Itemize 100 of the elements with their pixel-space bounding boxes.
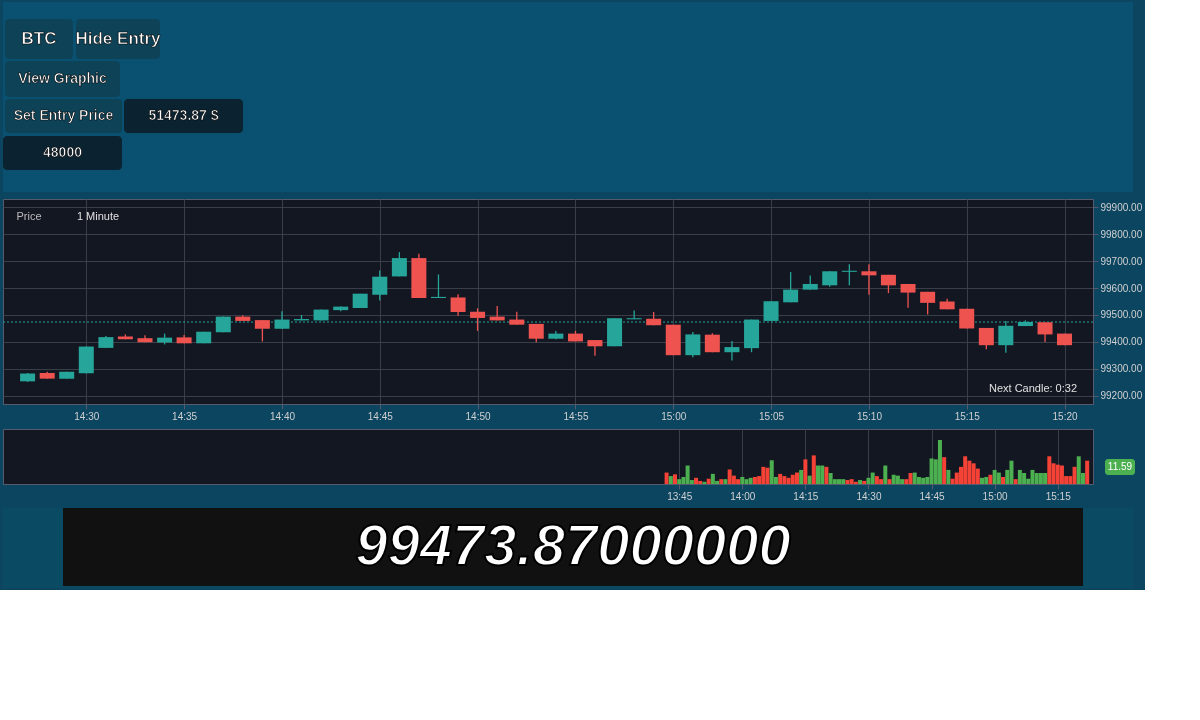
candlestick: [391, 251, 407, 278]
bar: [971, 463, 976, 484]
bar: [744, 479, 749, 484]
bar: [866, 477, 871, 484]
bar: [790, 474, 795, 484]
x-tick-label: 14:45: [367, 410, 394, 422]
bar: [1017, 469, 1022, 484]
bar: [719, 479, 724, 484]
y-tick-label: 99400.00: [1100, 336, 1143, 348]
bar: [984, 476, 989, 484]
bar: [883, 465, 888, 484]
x-tick-label: 15:00: [982, 490, 1009, 502]
bar: [673, 474, 677, 484]
bar: [664, 472, 669, 484]
bar: [862, 480, 867, 484]
bar: [694, 477, 699, 484]
bar: [992, 469, 997, 484]
bar: [929, 458, 934, 484]
bar: [1059, 465, 1064, 484]
bar: [980, 477, 985, 484]
bar: [849, 479, 854, 484]
bar: [967, 460, 972, 484]
bar: [1009, 460, 1014, 484]
bar: [912, 472, 917, 484]
text: View Graphic: [18, 70, 107, 86]
bar: [723, 479, 728, 484]
annotation: Next Candle: 0:32: [988, 382, 1078, 394]
candlestick: [685, 331, 701, 358]
bar: [824, 466, 829, 484]
y-tick-label: 99800.00: [1100, 228, 1143, 240]
bar: [685, 465, 690, 484]
bar: [1013, 479, 1018, 484]
annotation: 1 Minute: [76, 210, 120, 222]
bar: [786, 477, 791, 484]
bar: [807, 475, 812, 484]
bar: [765, 467, 770, 484]
candlestick: [254, 319, 270, 343]
bar: [736, 479, 741, 484]
y-tick-label: 99700.00: [1100, 255, 1143, 267]
bar: [858, 480, 863, 484]
y-tick-label: 99600.00: [1100, 282, 1143, 294]
candlestick: [783, 271, 799, 303]
bar: [1022, 473, 1027, 484]
bar: [727, 469, 732, 484]
x-tick-label: 14:30: [856, 490, 882, 502]
bar: [874, 476, 879, 484]
bar: [799, 469, 804, 484]
bar: [921, 477, 926, 484]
text: 11.59: [1107, 461, 1133, 472]
bar: [845, 480, 850, 484]
bar: [668, 476, 673, 484]
bar: [1034, 473, 1039, 484]
x-tick-label: 14:15: [793, 490, 819, 502]
bar: [988, 474, 993, 484]
bar: [794, 472, 799, 484]
bar: [1085, 460, 1090, 484]
bar: [895, 475, 900, 484]
bar: [942, 457, 947, 484]
x-tick-label: 14:50: [465, 410, 492, 422]
bar: [769, 460, 774, 484]
bar: [946, 469, 951, 484]
annotation: Price: [16, 210, 42, 222]
bar: [916, 476, 921, 484]
bar: [1055, 464, 1060, 484]
candlestick: [587, 339, 603, 357]
bar: [803, 459, 808, 484]
bar: [706, 478, 711, 484]
bar: [761, 466, 766, 484]
bar: [782, 476, 787, 484]
candlestick: [724, 340, 740, 362]
x-tick-label: 15:15: [954, 410, 981, 422]
bar: [837, 479, 842, 484]
bar: [752, 476, 757, 484]
bar: [820, 465, 825, 484]
bar: [778, 473, 783, 484]
y-tick-label: 99900.00: [1100, 201, 1143, 213]
candlestick: [430, 273, 446, 299]
candlestick: [470, 307, 486, 332]
candlestick: [861, 263, 877, 296]
y-tick-label: 99500.00: [1100, 309, 1143, 321]
x-tick-label: 15:05: [759, 410, 785, 422]
bar: [937, 440, 942, 484]
bar: [1038, 473, 1043, 484]
text: Set Entry Price: [13, 107, 114, 123]
candlestick: [450, 293, 466, 317]
bar: [677, 479, 682, 484]
text: BTC: [21, 29, 57, 48]
bar: [1001, 476, 1006, 484]
bar: [891, 474, 896, 484]
bar: [748, 477, 753, 484]
text: 99473.87000000: [355, 512, 791, 577]
text: 48000: [43, 144, 83, 160]
bar: [740, 476, 745, 484]
text: 51473.87 $: [148, 107, 219, 123]
x-tick-label: 14:55: [563, 410, 589, 422]
candlestick: [841, 263, 857, 286]
x-tick-label: 15:10: [856, 410, 883, 422]
x-tick-label: 14:35: [172, 410, 198, 422]
bar: [879, 479, 884, 484]
x-tick-label: 14:00: [730, 490, 756, 502]
